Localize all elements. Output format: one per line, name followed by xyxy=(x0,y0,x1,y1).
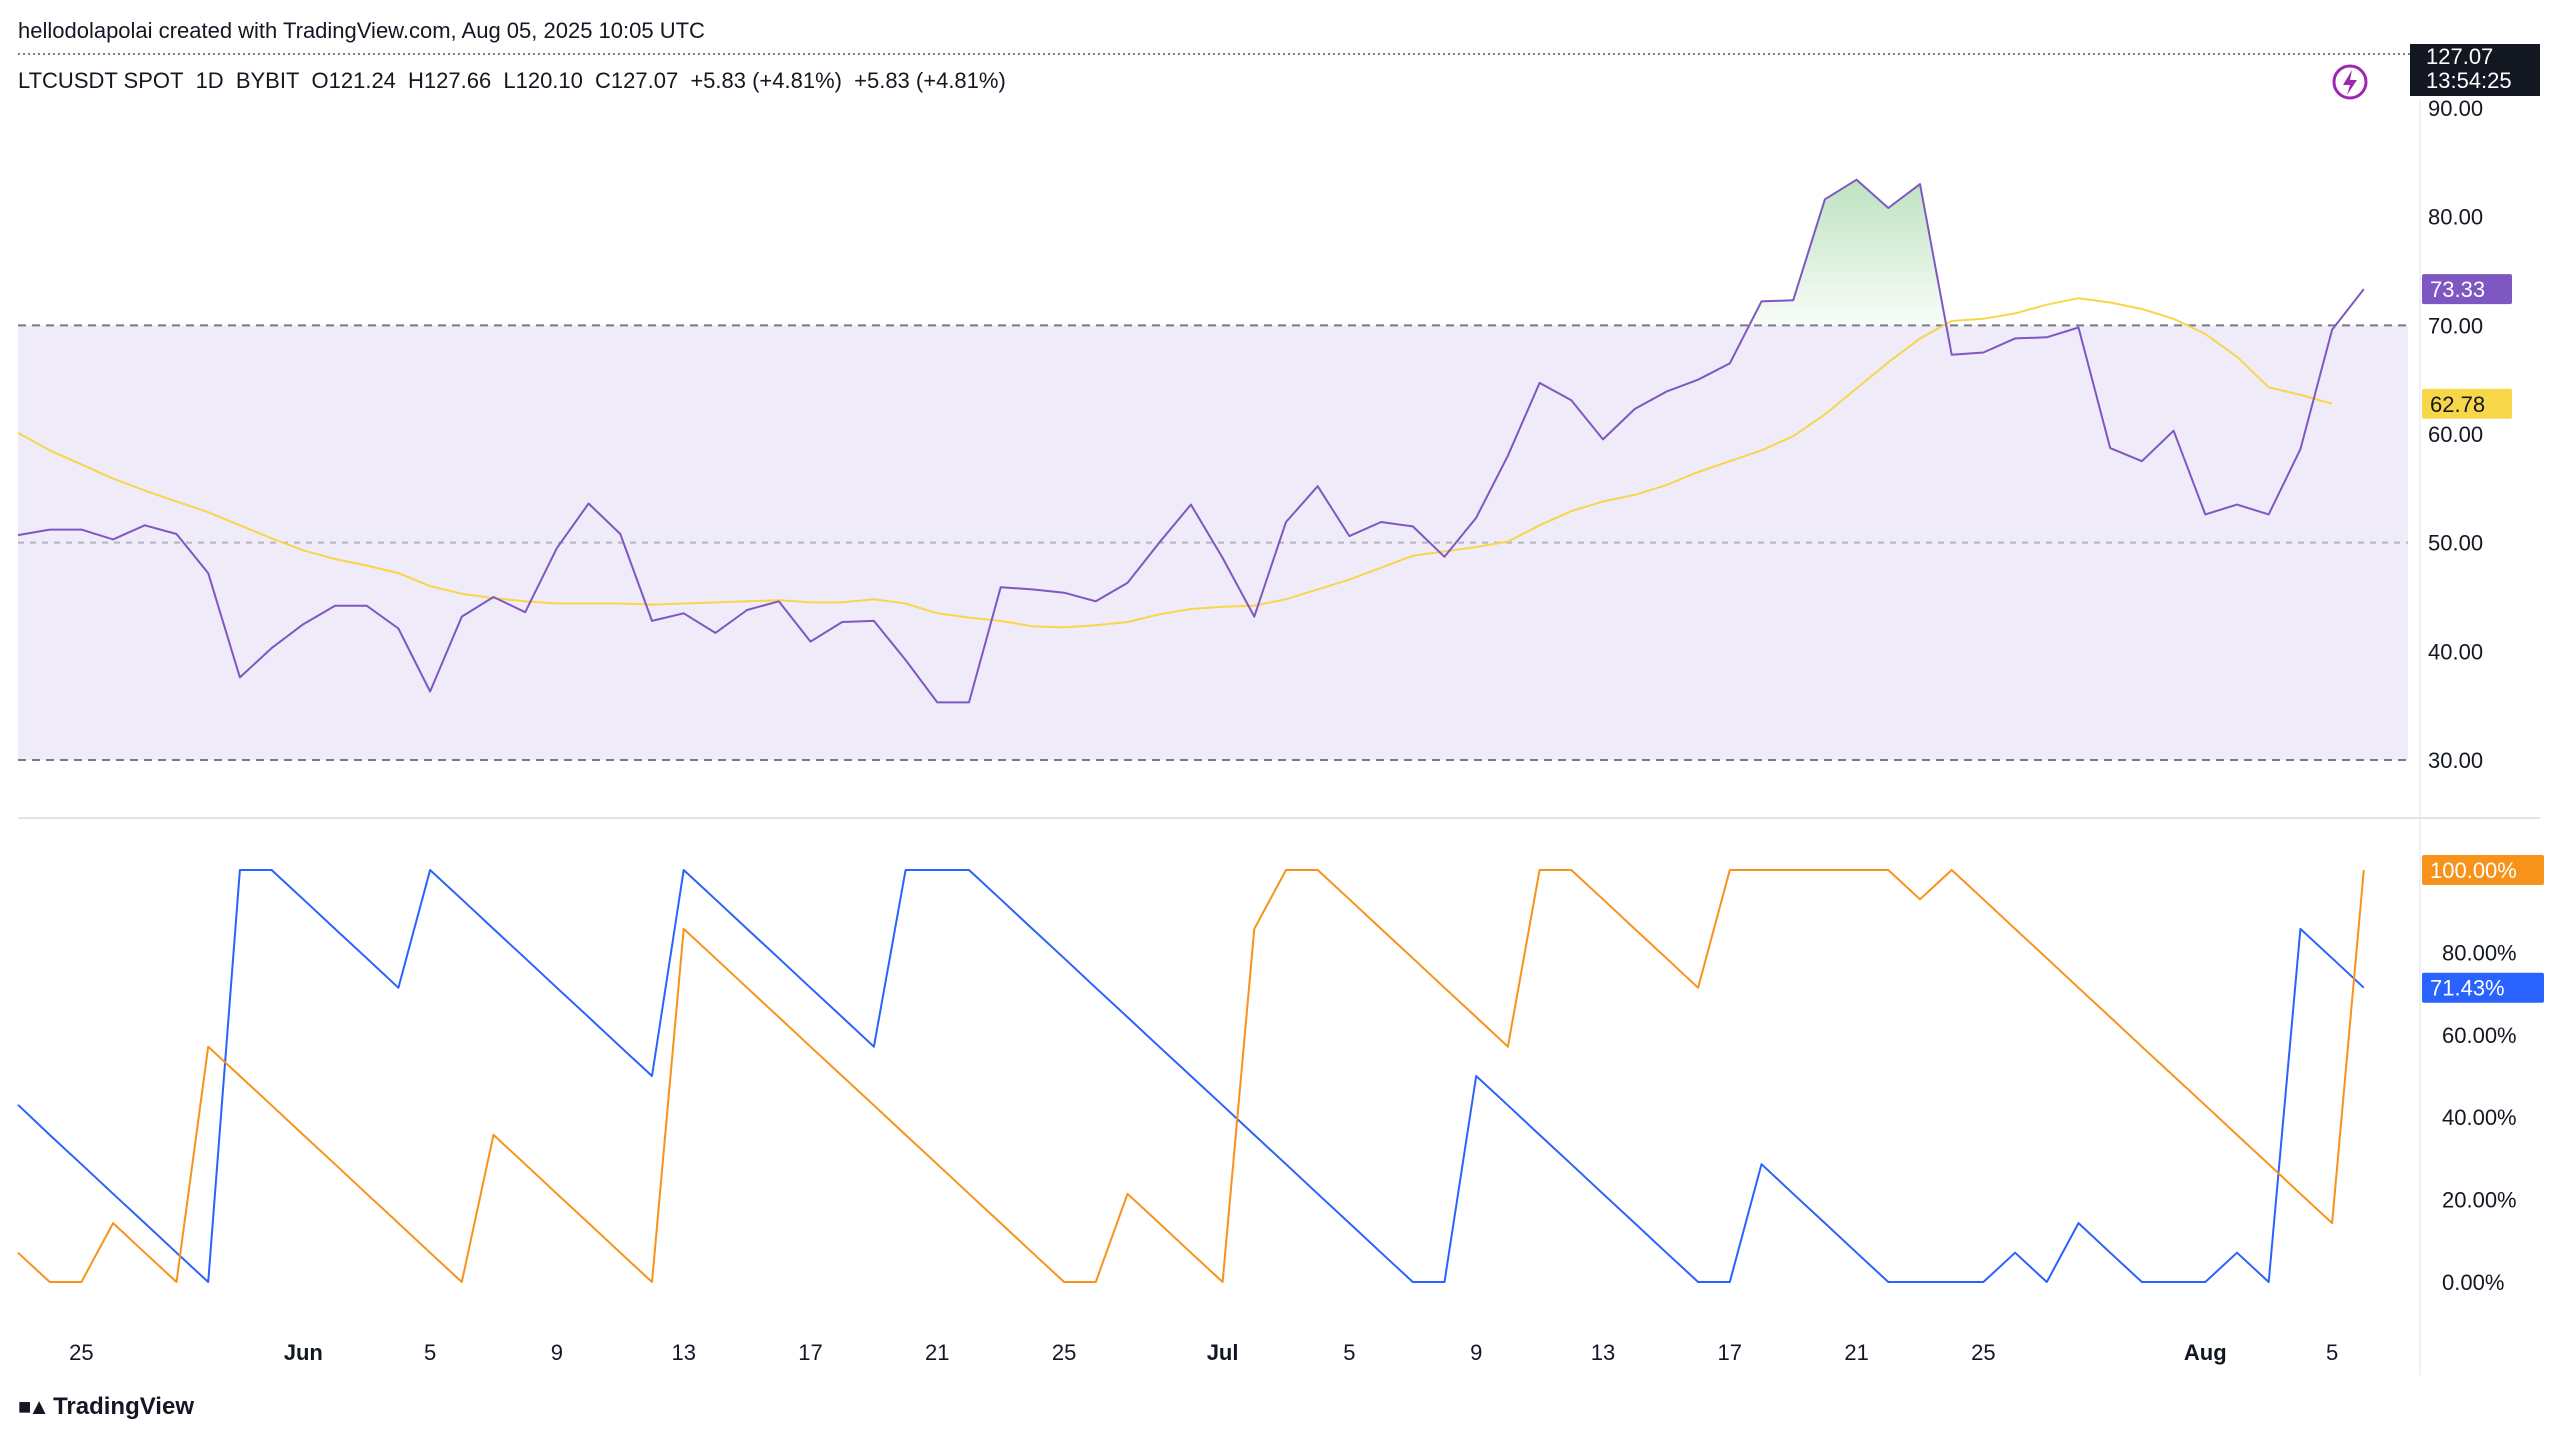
aroon-last-value-tag xyxy=(2422,972,2544,1003)
change-value-secondary: +5.83 (+4.81%) xyxy=(854,68,1006,93)
aroon-up-line xyxy=(17,869,2365,1283)
rsi-y-tick: 40.00 xyxy=(2428,639,2483,664)
rsi-y-tick: 70.00 xyxy=(2428,313,2483,338)
rsi-last-value-label: 62.78 xyxy=(2430,392,2485,417)
rsi-y-tick: 80.00 xyxy=(2428,205,2483,230)
price-tag-countdown: 13:54:25 xyxy=(2426,68,2512,93)
rsi-y-tick: 90.00 xyxy=(2428,96,2483,121)
brand-name: TradingView xyxy=(53,1393,194,1420)
aroon-last-value-label: 100.00% xyxy=(2430,858,2517,883)
x-tick-label: 9 xyxy=(551,1340,563,1365)
aroon-y-tick: 20.00% xyxy=(2442,1188,2517,1213)
x-tick-label: 21 xyxy=(925,1340,949,1365)
rsi-y-tick: 50.00 xyxy=(2428,531,2483,556)
change-value: +5.83 (+4.81%) xyxy=(690,68,842,93)
tradingview-brand[interactable]: ■▲ TradingView xyxy=(18,1393,194,1421)
chart-credit: hellodolapolai created with TradingView.… xyxy=(18,18,705,43)
rsi-last-value-tag xyxy=(2422,274,2512,305)
rsi-panel[interactable]: 90.00 80.00 70.00 60.00 50.00 40.00 30.00 73.33… xyxy=(17,96,2512,773)
aroon-panel[interactable]: 100.00%80.00%60.00%40.00%20.00%0.00%100.… xyxy=(17,855,2544,1295)
x-tick-label: 13 xyxy=(1591,1340,1615,1365)
rsi-last-value-tag xyxy=(2422,388,2512,419)
aroon-last-value-tag xyxy=(2422,855,2544,885)
ohlc-low: L120.10 xyxy=(503,68,583,93)
rsi-y-tick: 30.00 xyxy=(2428,748,2483,773)
aroon-y-tick: 40.00% xyxy=(2442,1105,2517,1130)
ohlc-high: H127.66 xyxy=(408,68,492,93)
symbol-exchange: BYBIT xyxy=(235,68,300,93)
rsi-overbought-fill xyxy=(1749,179,1947,326)
rsi-line xyxy=(17,178,2365,704)
x-tick-label: 25 xyxy=(1971,1340,1995,1365)
x-tick-label: 9 xyxy=(1470,1340,1482,1365)
symbol-name[interactable]: LTCUSDT SPOT xyxy=(18,68,184,93)
rsi-last-value-label: 73.33 xyxy=(2430,277,2485,302)
tradingview-logo-icon: ■▲ xyxy=(18,1394,50,1419)
x-tick-label: 5 xyxy=(2326,1340,2338,1365)
symbol-legend[interactable]: LTCUSDT SPOT 1D BYBIT O121.24 H127.66 L1… xyxy=(18,68,1012,94)
x-tick-label: 17 xyxy=(1718,1340,1742,1365)
price-tag-value: 127.07 xyxy=(2426,44,2493,69)
aroon-y-tick: 60.00% xyxy=(2442,1023,2517,1048)
aroon-down-line xyxy=(17,869,2365,1283)
x-tick-label: Aug xyxy=(2184,1340,2227,1365)
price-tag: 127.07 13:54:25 xyxy=(2410,44,2540,96)
aroon-y-tick: 80.00% xyxy=(2442,940,2517,965)
ohlc-open: O121.24 xyxy=(311,68,396,93)
time-axis[interactable]: 25 Jun 5 9 13 17 21 25 Jul 5 9 13 17 21 25 Aug 5 xyxy=(69,1340,2338,1365)
x-tick-label: 17 xyxy=(798,1340,822,1365)
x-tick-label: 5 xyxy=(424,1340,436,1365)
x-tick-label: 13 xyxy=(671,1340,695,1365)
lightning-icon[interactable] xyxy=(2332,64,2368,100)
x-tick-label: Jul xyxy=(1207,1340,1239,1365)
aroon-y-tick: 0.00% xyxy=(2442,1270,2504,1295)
aroon-last-value-label: 71.43% xyxy=(2430,976,2505,1001)
x-tick-label: 25 xyxy=(1052,1340,1076,1365)
x-tick-label: Jun xyxy=(284,1340,323,1365)
x-tick-label: 21 xyxy=(1844,1340,1868,1365)
ohlc-close: C127.07 xyxy=(595,68,679,93)
symbol-interval[interactable]: 1D xyxy=(195,68,224,93)
rsi-y-tick: 60.00 xyxy=(2428,422,2483,447)
x-tick-label: 5 xyxy=(1343,1340,1355,1365)
x-tick-label: 25 xyxy=(69,1340,93,1365)
